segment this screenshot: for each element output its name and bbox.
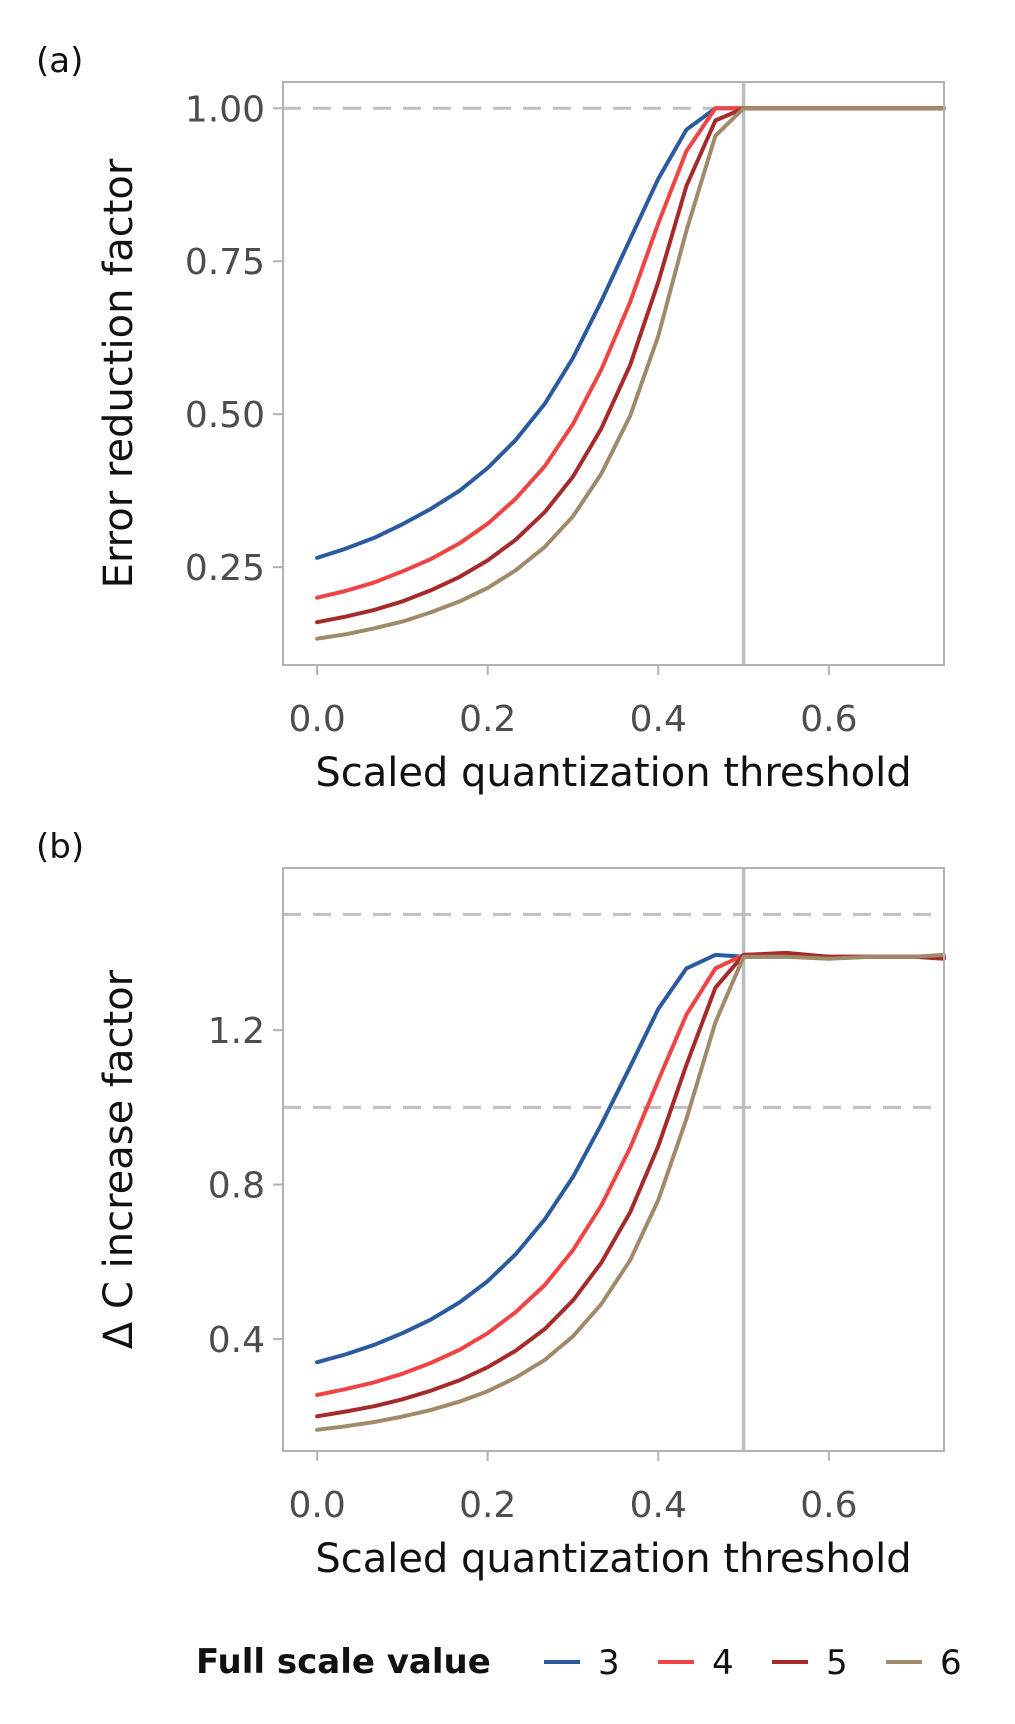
series-line-5 bbox=[315, 106, 946, 625]
series-line-3 bbox=[315, 106, 946, 560]
x-tick-label: 0.4 bbox=[630, 1485, 687, 1526]
y-axis-title: Error reduction factor bbox=[96, 158, 142, 588]
y-tick-label: 0.4 bbox=[208, 1320, 265, 1361]
x-tick-label: 0.6 bbox=[800, 1485, 857, 1526]
plot-frame bbox=[282, 81, 945, 666]
x-tick-label: 0.4 bbox=[630, 699, 687, 740]
y-tick-label: 1.00 bbox=[185, 89, 265, 130]
series-line-6 bbox=[315, 106, 946, 641]
legend-label-3: 3 bbox=[598, 1643, 620, 1683]
series-line-4 bbox=[315, 106, 946, 600]
legend-label-4: 4 bbox=[712, 1643, 734, 1683]
y-tick-label: 0.25 bbox=[185, 548, 265, 589]
x-axis-title: Scaled quantization threshold bbox=[315, 750, 911, 796]
x-tick-label: 0.6 bbox=[800, 699, 857, 740]
x-tick-label: 0.0 bbox=[288, 1485, 345, 1526]
legend-label-6: 6 bbox=[940, 1643, 962, 1683]
series-line-6 bbox=[315, 952, 946, 1432]
legend-title: Full scale value bbox=[196, 1642, 491, 1682]
y-tick-label: 1.2 bbox=[208, 1011, 265, 1052]
x-tick-label: 0.0 bbox=[288, 699, 345, 740]
x-tick-label: 0.2 bbox=[459, 699, 516, 740]
legend: Full scale value 3 4 5 6 bbox=[196, 1642, 962, 1683]
panel-a-chart: (a) 0.0 0.2 0.4 0.6 0.25 0.50 0.75 1.00 Scaled qu… bbox=[36, 41, 946, 796]
plot-frame bbox=[282, 867, 945, 1452]
x-axis-title: Scaled quantization threshold bbox=[315, 1536, 911, 1582]
panel-b-chart: (b) 0.0 0.2 0.4 0.6 0.4 0.8 1.2 Scaled quantizat… bbox=[36, 827, 946, 1582]
y-tick-label: 0.8 bbox=[208, 1166, 265, 1207]
panel-label: (b) bbox=[36, 827, 84, 867]
series-line-5 bbox=[315, 950, 946, 1419]
y-tick-label: 0.75 bbox=[185, 242, 265, 283]
panel-label: (a) bbox=[36, 41, 83, 81]
legend-label-5: 5 bbox=[826, 1643, 848, 1683]
y-tick-label: 0.50 bbox=[185, 395, 265, 436]
y-axis-title: Δ C increase factor bbox=[96, 969, 142, 1349]
x-tick-label: 0.2 bbox=[459, 1485, 516, 1526]
series-line-3 bbox=[315, 952, 946, 1365]
